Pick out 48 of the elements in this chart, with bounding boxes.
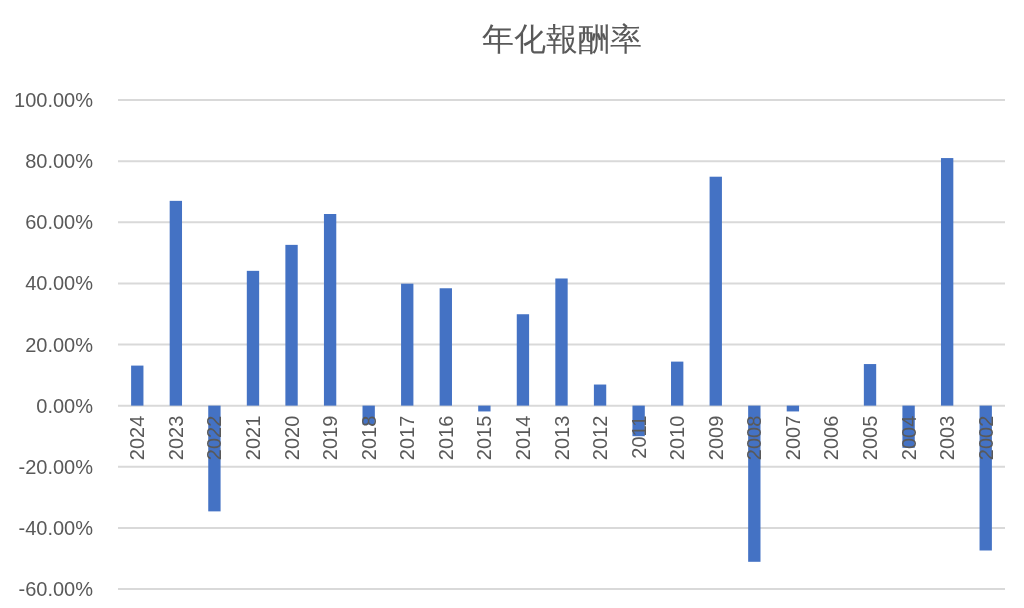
x-tick-label: 2022 [203,415,226,461]
x-tick-label: 2015 [473,415,496,461]
bar [169,200,183,406]
bar [709,176,722,406]
y-tick-label: 80.00% [25,150,94,173]
y-tick-label: -40.00% [18,516,94,539]
bar [401,283,414,406]
bar [555,278,568,406]
bar [439,288,452,406]
y-tick-label: 40.00% [25,272,94,295]
x-tick-label: 2014 [511,415,534,461]
y-tick-label: 20.00% [25,333,94,356]
bar [285,244,298,406]
chart-title: 年化報酬率 [481,21,642,57]
x-tick-label: 2017 [396,415,419,461]
x-tick-label: 2019 [319,415,342,461]
x-tick-label: 2008 [743,415,766,461]
y-tick-label: 60.00% [25,211,94,234]
y-tick-label: 100.00% [14,89,94,111]
y-tick-label: 0.00% [36,394,94,417]
y-tick-label: -20.00% [18,455,94,478]
bar [593,384,607,406]
bar [516,314,530,406]
bar [131,365,144,406]
bar [940,158,954,406]
x-tick-label: 2012 [589,415,612,461]
x-tick-label: 2007 [781,415,804,461]
x-tick-label: 2013 [550,415,573,461]
x-tick-label: 2002 [974,415,997,461]
x-tick-label: 2024 [126,415,149,461]
x-tick-label: 2020 [280,415,303,461]
x-tick-label: 2021 [241,415,264,461]
x-tick-label: 2003 [936,415,959,461]
x-tick-label: 2018 [357,415,380,461]
bar [671,361,684,406]
x-tick-label: 2011 [627,415,650,459]
bar [863,364,877,406]
bar [246,270,260,406]
x-tick-label: 2006 [820,415,843,461]
x-tick-label: 2016 [434,415,457,461]
bar [478,405,491,412]
bar [323,214,337,406]
x-tick-label: 2009 [704,415,727,461]
x-tick-label: 2023 [164,415,187,461]
x-tick-label: 2010 [666,415,689,461]
x-tick-label: 2005 [859,415,882,461]
x-tick-label: 2004 [897,415,920,461]
y-tick-label: -60.00% [18,578,94,600]
